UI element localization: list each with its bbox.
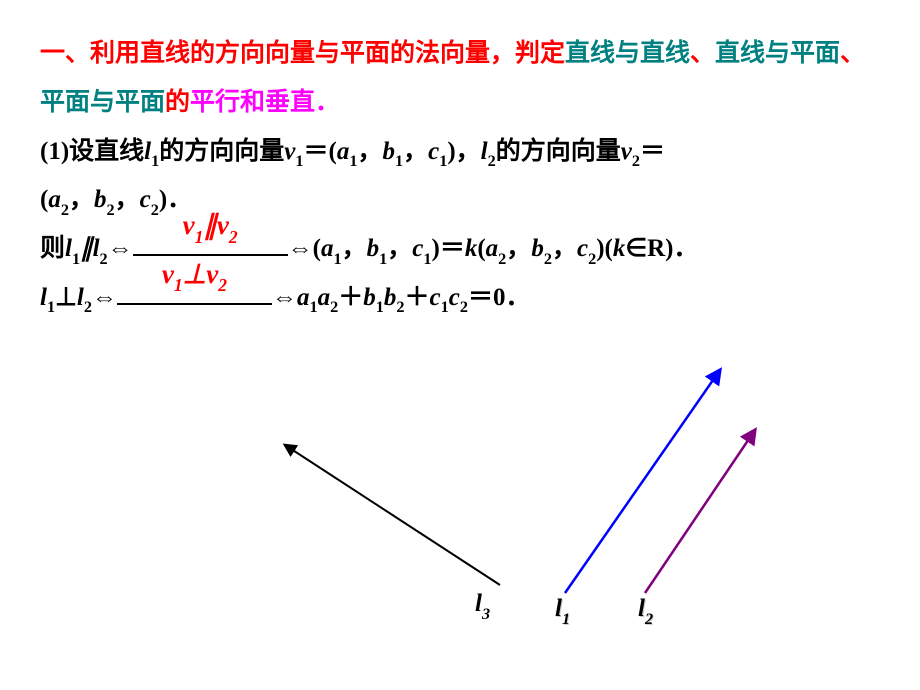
var: a	[486, 235, 499, 262]
var: a	[321, 235, 334, 262]
sub: 1	[376, 298, 384, 316]
var-k: k	[465, 235, 478, 262]
sub: 2	[460, 298, 468, 316]
t: ∈R)．	[625, 235, 698, 262]
sub: 1	[395, 152, 403, 170]
var: c	[449, 284, 460, 311]
t: ，	[403, 138, 428, 165]
heading-p4: 直线与平面	[715, 40, 840, 67]
t: ＝0．	[468, 284, 531, 311]
var-b1: b	[382, 138, 395, 165]
sym-par: ∥	[80, 235, 93, 262]
var: b	[384, 284, 397, 311]
var-v2: v	[621, 138, 632, 165]
var-b2: b	[94, 186, 107, 213]
heading-p1: 一、利用直线的方向向量与平面的法向量，判定	[40, 40, 565, 67]
fill-2: v1⊥v2	[117, 248, 272, 301]
sub: 2	[61, 201, 69, 219]
sub: 2	[330, 298, 338, 316]
var: b	[531, 235, 544, 262]
t: ＋	[404, 284, 429, 311]
var-c1: c	[428, 138, 439, 165]
sym-perp: ⊥	[55, 284, 77, 311]
var: l	[65, 235, 72, 262]
heading-p5: 、	[840, 40, 865, 67]
sub: 1	[379, 250, 387, 268]
t: )＝	[432, 235, 465, 262]
label-l3: l3	[475, 590, 490, 622]
var: l	[40, 284, 47, 311]
sub: 2	[106, 201, 114, 219]
t: ，	[342, 235, 367, 262]
label-l2: l2	[638, 595, 653, 627]
var-a1: a	[337, 138, 350, 165]
slide-content: 一、利用直线的方向向量与平面的法向量，判定直线与直线、直线与平面、平面与平面的平…	[0, 0, 920, 353]
sub: 2	[498, 250, 506, 268]
heading-p2: 直线与直线	[565, 40, 690, 67]
body-text: (1)设直线l1的方向向量v1＝(a1，b1，c1)，l2的方向向量v2＝ (a…	[40, 128, 880, 323]
t: ，	[69, 186, 94, 213]
sub: 2	[544, 250, 552, 268]
sub: 1	[441, 298, 449, 316]
heading-p3: 、	[690, 40, 715, 67]
t: )，	[447, 138, 480, 165]
var: b	[367, 235, 380, 262]
sub: 2	[396, 298, 404, 316]
sub: 1	[423, 250, 431, 268]
sub: 2	[488, 152, 496, 170]
var: a	[318, 284, 331, 311]
t: )(	[596, 235, 613, 262]
var: c	[412, 235, 423, 262]
t: ⇔(	[288, 235, 321, 262]
var: b	[363, 284, 376, 311]
t: (1)设直线	[40, 138, 144, 165]
var-a2: a	[48, 186, 61, 213]
sub: 1	[47, 298, 55, 316]
var: k	[613, 235, 626, 262]
var: c	[429, 284, 440, 311]
t: ，	[357, 138, 382, 165]
blank-2: v1⊥v2	[117, 275, 272, 305]
var: c	[577, 235, 588, 262]
sub: 1	[309, 298, 317, 316]
vector-diagram: l3 l1 l2	[220, 365, 780, 665]
sub: 2	[588, 250, 596, 268]
heading: 一、利用直线的方向向量与平面的法向量，判定直线与直线、直线与平面、平面与平面的平…	[40, 30, 880, 128]
diagram-svg	[220, 365, 780, 665]
sub: 1	[334, 250, 342, 268]
heading-p6: 平面与平面	[40, 89, 165, 116]
var-v1: v	[284, 138, 295, 165]
heading-p8: 平行和垂直．	[190, 89, 340, 116]
t: ⇔	[272, 284, 297, 311]
t: 的方向向量	[496, 138, 621, 165]
t: ，	[552, 235, 577, 262]
var: l	[77, 284, 84, 311]
t: 的方向向量	[159, 138, 284, 165]
t: ＝(	[303, 138, 336, 165]
t: ＝	[640, 138, 665, 165]
label-l1: l1	[555, 595, 570, 627]
t: ＋	[338, 284, 363, 311]
var: a	[297, 284, 310, 311]
var-l2: l	[481, 138, 488, 165]
t: ，	[387, 235, 412, 262]
sub: 2	[84, 298, 92, 316]
fill-1: v1∥v2	[133, 199, 288, 252]
t: ，	[506, 235, 531, 262]
sub: 1	[72, 250, 80, 268]
sub: 2	[632, 152, 640, 170]
sub: 1	[295, 152, 303, 170]
t: ⇔	[92, 284, 117, 311]
sub: 1	[151, 152, 159, 170]
var: l	[93, 235, 100, 262]
t: 则	[40, 235, 65, 262]
sub: 1	[349, 152, 357, 170]
t: (	[477, 235, 485, 262]
sub: 2	[100, 250, 108, 268]
sub: 1	[439, 152, 447, 170]
heading-p7: 的	[165, 89, 190, 116]
